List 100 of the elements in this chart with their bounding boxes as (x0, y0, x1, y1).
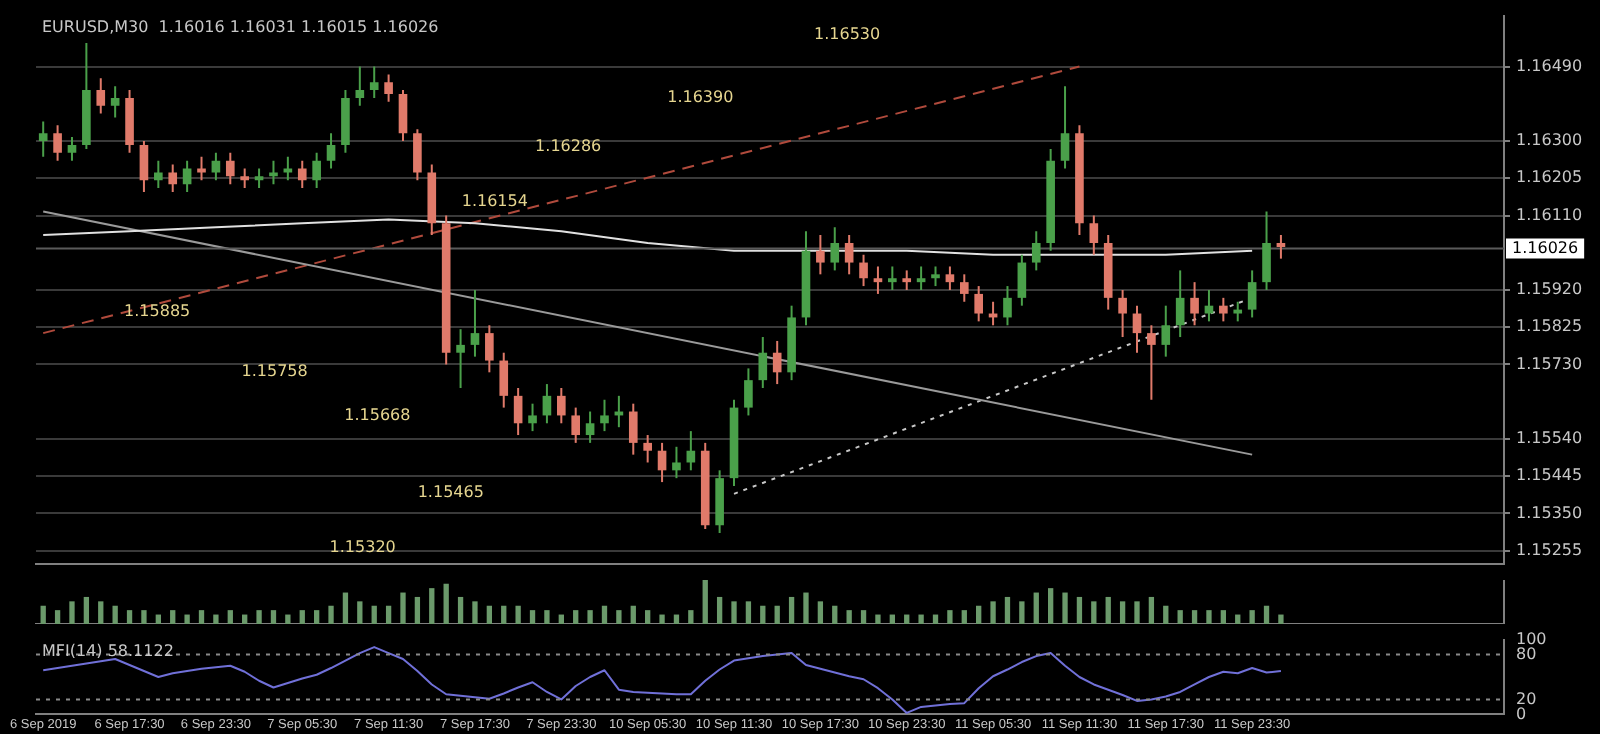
bar (1148, 596, 1155, 624)
candlestick (628, 402, 638, 456)
candlestick (1219, 296, 1228, 323)
candlestick (225, 151, 235, 186)
candlestick (470, 289, 480, 358)
annotation: 1.15320 (329, 538, 396, 557)
candlestick (326, 132, 336, 170)
bar (457, 596, 464, 624)
bar (1249, 610, 1255, 624)
bar (141, 610, 147, 624)
candlestick (369, 65, 379, 99)
candlestick (758, 336, 768, 389)
candlestick (384, 73, 393, 103)
bar (731, 601, 737, 624)
bar (285, 614, 291, 624)
bar (155, 614, 161, 624)
candlestick (1017, 253, 1027, 307)
candlestick (657, 441, 667, 484)
bar (1004, 596, 1011, 624)
annotation: 1.16530 (814, 24, 881, 43)
candlestick (240, 167, 249, 190)
y-tick-label: 1.15730 (1516, 354, 1583, 373)
bar (1033, 592, 1039, 624)
annotation: 1.15758 (241, 362, 308, 381)
candlestick (672, 445, 681, 480)
candlestick (456, 328, 465, 389)
candlestick (355, 65, 365, 107)
bar (875, 614, 881, 624)
bar (587, 610, 593, 624)
candlestick (1190, 281, 1199, 327)
bar (429, 588, 435, 624)
bar (1134, 601, 1140, 624)
bar (1163, 605, 1169, 624)
bar (1076, 596, 1083, 624)
bar (817, 601, 824, 624)
bar (904, 614, 910, 624)
candlestick (485, 324, 494, 374)
bar (932, 614, 939, 624)
bar (990, 601, 996, 624)
annotation: 1.16286 (535, 137, 602, 156)
bar (227, 610, 233, 624)
bar (558, 614, 564, 624)
bar (242, 614, 248, 624)
candlestick (902, 269, 912, 291)
y-tick-label: 1.15540 (1516, 429, 1583, 448)
candlestick (513, 387, 523, 437)
bar (774, 605, 780, 624)
candlestick (959, 273, 969, 303)
candlestick (1003, 285, 1012, 327)
y-tick-label: 1.16205 (1516, 168, 1583, 187)
candlestick (1118, 289, 1127, 339)
candlestick (571, 406, 581, 444)
candlestick (1276, 234, 1286, 260)
candlestick (916, 265, 926, 291)
candlestick (859, 253, 868, 288)
bar (270, 610, 277, 624)
bar (54, 610, 61, 624)
candlestick (528, 402, 537, 433)
candlestick (1161, 304, 1171, 358)
bar (299, 610, 305, 624)
bar (846, 610, 852, 624)
candlestick (557, 387, 566, 425)
bar (501, 605, 507, 624)
y-tick-label: 1.15255 (1516, 540, 1583, 559)
bar (1191, 610, 1198, 624)
bar (645, 610, 651, 624)
candlestick (945, 265, 955, 291)
bar (961, 610, 967, 624)
bar (1062, 592, 1068, 624)
bar (745, 601, 752, 624)
y-tick-label: 0 (1516, 704, 1527, 723)
candlestick (341, 89, 350, 154)
y-tick-label: 1.15825 (1516, 317, 1583, 336)
annotation: 1.15668 (344, 406, 411, 425)
candlestick (197, 155, 206, 182)
bar (256, 610, 262, 624)
bar (860, 610, 867, 624)
candlestick (499, 351, 509, 409)
chart-title: MFI(14) 58.1122 (42, 641, 174, 660)
bar (1105, 596, 1111, 624)
annotation: 1.16390 (667, 88, 734, 107)
bar (616, 610, 622, 624)
annotation: 1.15885 (124, 302, 191, 321)
bar (630, 605, 636, 624)
candlestick (585, 410, 595, 444)
bar (1119, 601, 1126, 624)
bar (40, 605, 46, 624)
y-tick-label: 1.15350 (1516, 503, 1583, 522)
bar (716, 596, 723, 624)
bar (1047, 588, 1054, 624)
candlestick (816, 234, 825, 276)
candlestick (269, 159, 278, 186)
candlestick (830, 226, 840, 272)
candlestick (125, 89, 134, 154)
bar (601, 605, 608, 624)
bar (486, 605, 493, 624)
candlestick (53, 124, 62, 162)
bar (1263, 605, 1270, 624)
bar (544, 610, 550, 624)
bar (400, 592, 406, 624)
